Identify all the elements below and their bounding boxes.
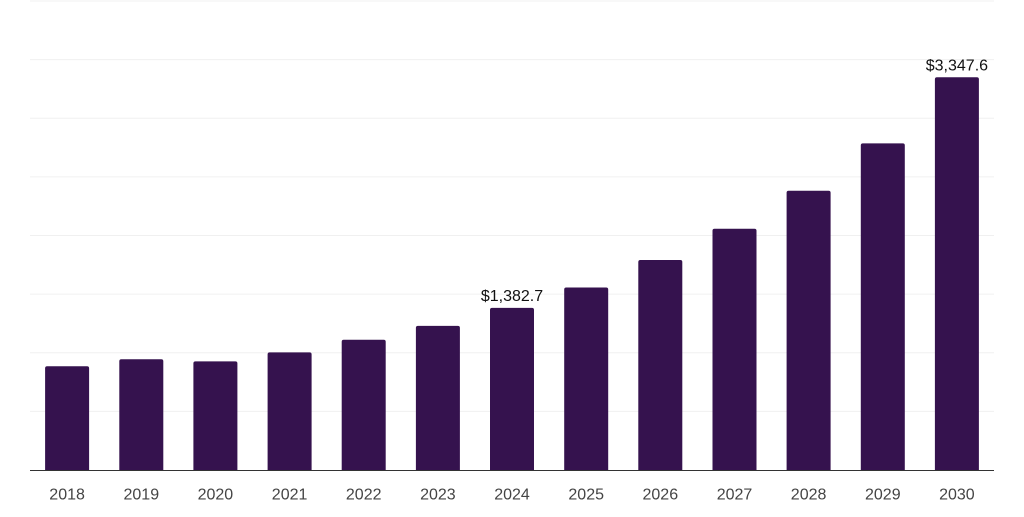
svg-text:2024: 2024 (494, 487, 530, 504)
svg-text:2023: 2023 (420, 487, 456, 504)
svg-text:$3,347.6: $3,347.6 (926, 57, 988, 74)
svg-text:$1,382.7: $1,382.7 (481, 288, 543, 305)
svg-text:2030: 2030 (939, 487, 975, 504)
svg-text:2020: 2020 (198, 487, 234, 504)
svg-text:2027: 2027 (717, 487, 753, 504)
svg-text:2018: 2018 (49, 487, 85, 504)
svg-text:2028: 2028 (791, 487, 827, 504)
svg-text:2019: 2019 (124, 487, 160, 504)
svg-text:2029: 2029 (865, 487, 901, 504)
svg-text:2025: 2025 (568, 487, 604, 504)
svg-text:2021: 2021 (272, 487, 308, 504)
svg-text:2022: 2022 (346, 487, 382, 504)
svg-text:2026: 2026 (643, 487, 679, 504)
